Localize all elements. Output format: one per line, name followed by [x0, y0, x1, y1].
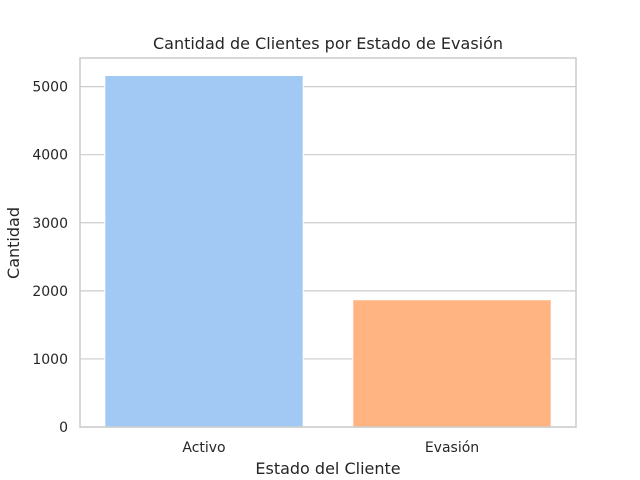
x-tick-labels: Activo Evasión	[182, 440, 479, 456]
y-tick-label: 4000	[32, 148, 68, 164]
plot-frame	[79, 57, 577, 428]
bars	[104, 74, 552, 428]
y-tick-label: 2000	[32, 284, 68, 300]
x-tick-label: Evasión	[425, 440, 479, 456]
x-tick-label: Activo	[182, 440, 225, 456]
bar-evasion	[352, 299, 552, 428]
y-tick-label: 5000	[32, 80, 68, 96]
bar-activo	[104, 74, 304, 428]
chart-title: Cantidad de Clientes por Estado de Evasi…	[153, 34, 503, 53]
y-tick-labels: 0 1000 2000 3000 4000 5000	[32, 80, 68, 436]
y-tick-label: 0	[59, 420, 68, 436]
y-axis-label: Cantidad	[4, 207, 23, 279]
x-axis-label: Estado del Cliente	[255, 459, 400, 478]
y-tick-label: 3000	[32, 216, 68, 232]
y-tick-label: 1000	[32, 352, 68, 368]
